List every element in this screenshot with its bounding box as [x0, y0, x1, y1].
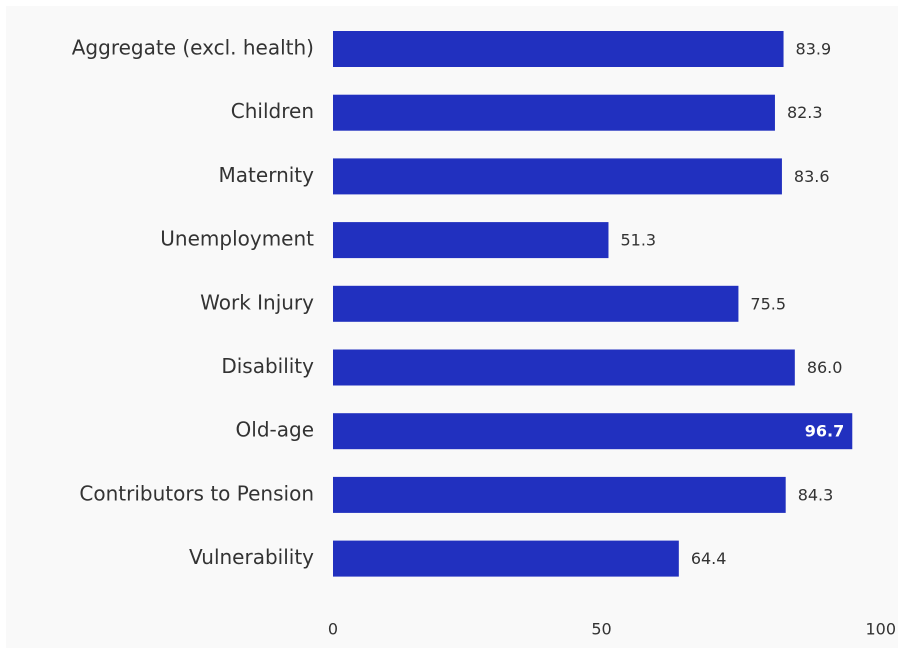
bar: [333, 31, 784, 67]
category-label: Work Injury: [200, 290, 314, 314]
bar: [333, 476, 786, 513]
data-label: 82.3: [787, 103, 823, 122]
data-label: 83.9: [796, 40, 832, 59]
x-tick-label: 50: [591, 620, 611, 639]
category-label: Contributors to Pension: [79, 481, 314, 505]
category-label: Vulnerability: [189, 545, 314, 569]
bar: [333, 158, 782, 195]
data-label: 75.5: [750, 294, 786, 313]
data-label: 96.7: [805, 422, 844, 441]
category-label: Aggregate (excl. health): [72, 36, 314, 60]
bar: [333, 94, 775, 131]
bar: [333, 285, 739, 322]
category-label: Unemployment: [160, 227, 314, 251]
category-label: Children: [231, 99, 314, 123]
data-label: 51.3: [620, 231, 656, 250]
data-label: 84.3: [798, 485, 834, 504]
category-label: Maternity: [219, 163, 315, 187]
x-tick-label: 100: [865, 620, 896, 639]
data-label: 64.4: [691, 549, 727, 568]
bar: [333, 349, 795, 386]
bar: [333, 222, 609, 259]
x-tick-label: 0: [328, 620, 338, 639]
bar: [333, 540, 679, 577]
data-label: 86.0: [807, 358, 843, 377]
category-label: Disability: [221, 354, 314, 378]
data-label: 83.6: [794, 167, 830, 186]
bar: [333, 413, 853, 450]
category-label: Old-age: [236, 418, 314, 442]
